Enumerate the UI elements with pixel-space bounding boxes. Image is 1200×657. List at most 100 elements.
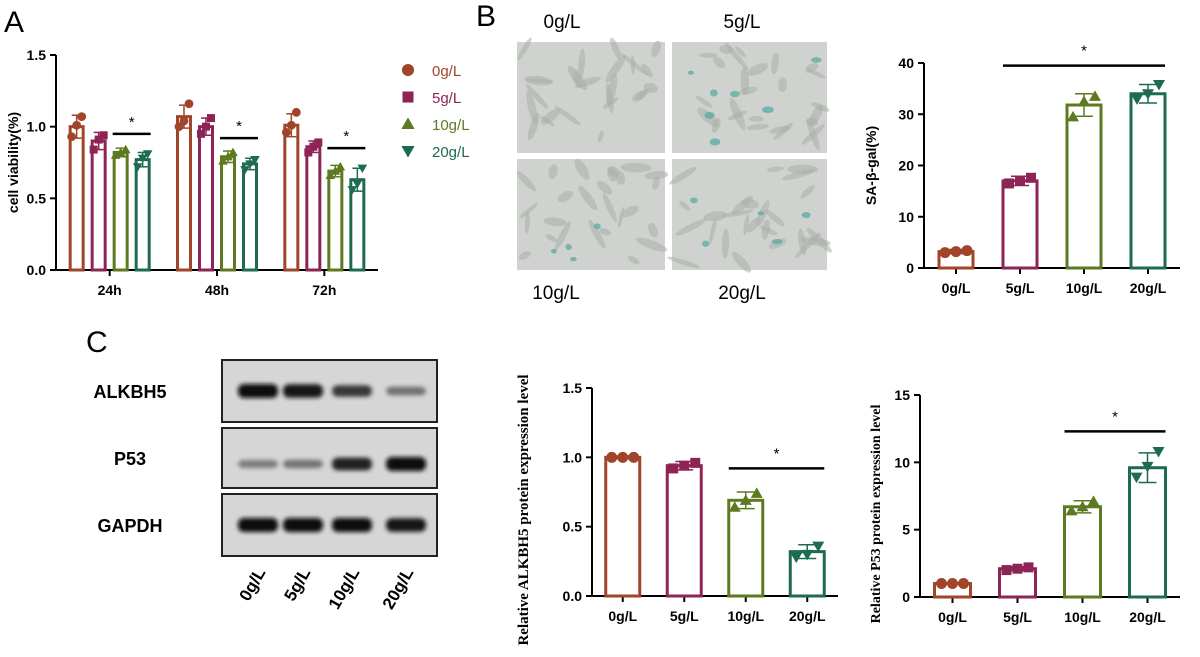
micrograph-cell [597,130,604,143]
chart-c-p53-point [1023,562,1034,573]
micrograph-20g-l [667,159,832,273]
chart-c-p53: 0 5 10 15 Relative P53 protein expression le… [869,387,1180,625]
blot-band-0g-l [238,518,278,532]
micrograph-cell [574,158,590,180]
panel-letter-c: C [86,326,108,359]
micrograph-cell [724,42,749,71]
chart-a-point [142,150,153,159]
chart-c-p53-y-axis-label: Relative P53 protein expression level [869,405,884,624]
chart-a-point [314,138,323,147]
blot-band-10g-l [332,385,372,397]
chart-c-p53-y-tick-label: 10 [894,454,910,470]
chart-a-bar-24h-10g-l [112,150,129,272]
micrograph-cell [620,53,649,76]
chart-c-alkbh5-bar-0g-l [604,455,642,598]
micrograph-label-0g-l: 0g/L [544,12,581,33]
chart-a-point [207,114,215,123]
chart-a-y-tick-label: 1.0 [27,119,47,135]
chart-c-alkbh5-y-tick-label: 1.0 [563,449,583,465]
micrograph-label-20g-l: 20g/L [718,283,766,304]
legend-marker-20g-l [401,146,415,158]
micrograph-cell [749,116,764,122]
chart-c-alkbh5-point [679,460,690,471]
micrograph-cell [554,106,581,126]
micrograph-cell [743,214,750,236]
micrograph-cell [578,48,586,80]
micrograph-cell [519,202,538,219]
micrograph-cell [765,209,785,227]
chart-c-p53-x-tick-label-10g-l: 10g/L [1064,609,1101,625]
micrograph-cell [741,198,759,209]
chart-c-p53-point [1141,461,1154,473]
chart-a-significance-star: * [129,114,135,131]
blot-lane-label-0g-l: 0g/L [236,565,270,605]
chart-a-point [291,107,301,117]
micrograph-stained-cell [565,243,572,251]
chart-a-point [179,116,189,126]
chart-a-bar-72h-10g-l [327,169,344,272]
micrograph-cell [713,56,726,69]
chart-c-p53-point [1001,565,1012,576]
chart-c-p53-point [947,578,958,590]
micrograph-cell [652,176,660,190]
chart-a-point [72,120,82,130]
chart-c-alkbh5-x-tick-label-5g-l: 5g/L [670,608,699,624]
micrograph-cell [773,122,793,140]
micrograph-cell [543,217,567,227]
micrograph-cell [766,166,784,172]
chart-c-alkbh5-bar-10g-l [727,498,765,598]
blot-band-5g-l [283,459,323,469]
micrograph-stained-cell [690,197,698,204]
chart-a-bar-48h-20g-l [242,162,258,272]
micrograph-cell [675,218,707,236]
chart-a-bar-48h-10g-l [220,155,236,272]
chart-b-point [1131,94,1143,105]
micrograph-stained-cell [801,211,811,219]
chart-a-bar-72h-0g-l [283,123,300,272]
legend-marker-5g-l [402,91,414,103]
micrograph-stained-cell [811,57,822,63]
micrograph-stained-cell [570,256,577,262]
micrograph-cell [557,190,574,203]
chart-a-x-tick-label-24h: 24h [98,282,122,298]
micrograph-cell [709,218,717,245]
micrograph-cell [648,222,658,238]
chart-b-y-tick-label: 10 [898,209,914,225]
micrograph-cell [635,237,668,252]
micrograph-cell [548,164,558,180]
blot-row-p53: P53 [114,427,438,489]
blot-row-alkbh5: ALKBH5 [93,359,438,423]
chart-c-p53-bar-20g-l [1128,466,1167,599]
micrograph-cell [801,123,825,145]
chart-b-point [1142,89,1154,100]
legend-marker-0g-l [401,63,415,77]
chart-b-y-tick-label: 20 [898,158,914,174]
chart-a-point [330,166,341,175]
chart-a-bar-72h-5g-l [305,145,322,272]
micrograph-cell [806,68,826,79]
micrograph-cell [610,37,622,60]
chart-b-point [961,245,973,257]
chart-b-point [939,247,951,259]
chart-c-p53-x-tick-label-20g-l: 20g/L [1129,609,1166,625]
chart-b-x-tick-label-10g-l: 10g/L [1066,280,1103,296]
micrograph-cell [800,237,831,246]
micrograph-cell [526,90,538,125]
chart-b-bar-5g-l [1001,179,1039,270]
chart-c-p53-point [1152,447,1165,458]
chart-c-alkbh5-point [617,451,629,463]
micrograph-cell [734,46,747,58]
chart-c-alkbh5-point [668,463,679,474]
micrograph-background [517,159,665,270]
blot-band-20g-l [386,386,426,396]
micrograph-10g-l [516,158,669,270]
legend-label-0g-l: 0g/L [432,63,461,80]
chart-b-point [1078,95,1090,106]
chart-a-bar-24h-20g-l [134,158,151,272]
micrograph-stained-cell [730,90,740,98]
micrograph-stained-cell [709,138,721,146]
chart-b-sa-beta-gal: 0 10 20 30 40 SA-β-gal(%) 0g/L 5g/L 10g/L 20g/L * [863,43,1180,296]
blot-lane-label-5g-l: 5g/L [281,565,315,605]
chart-b-x-tick-label-5g-l: 5g/L [1006,280,1035,296]
